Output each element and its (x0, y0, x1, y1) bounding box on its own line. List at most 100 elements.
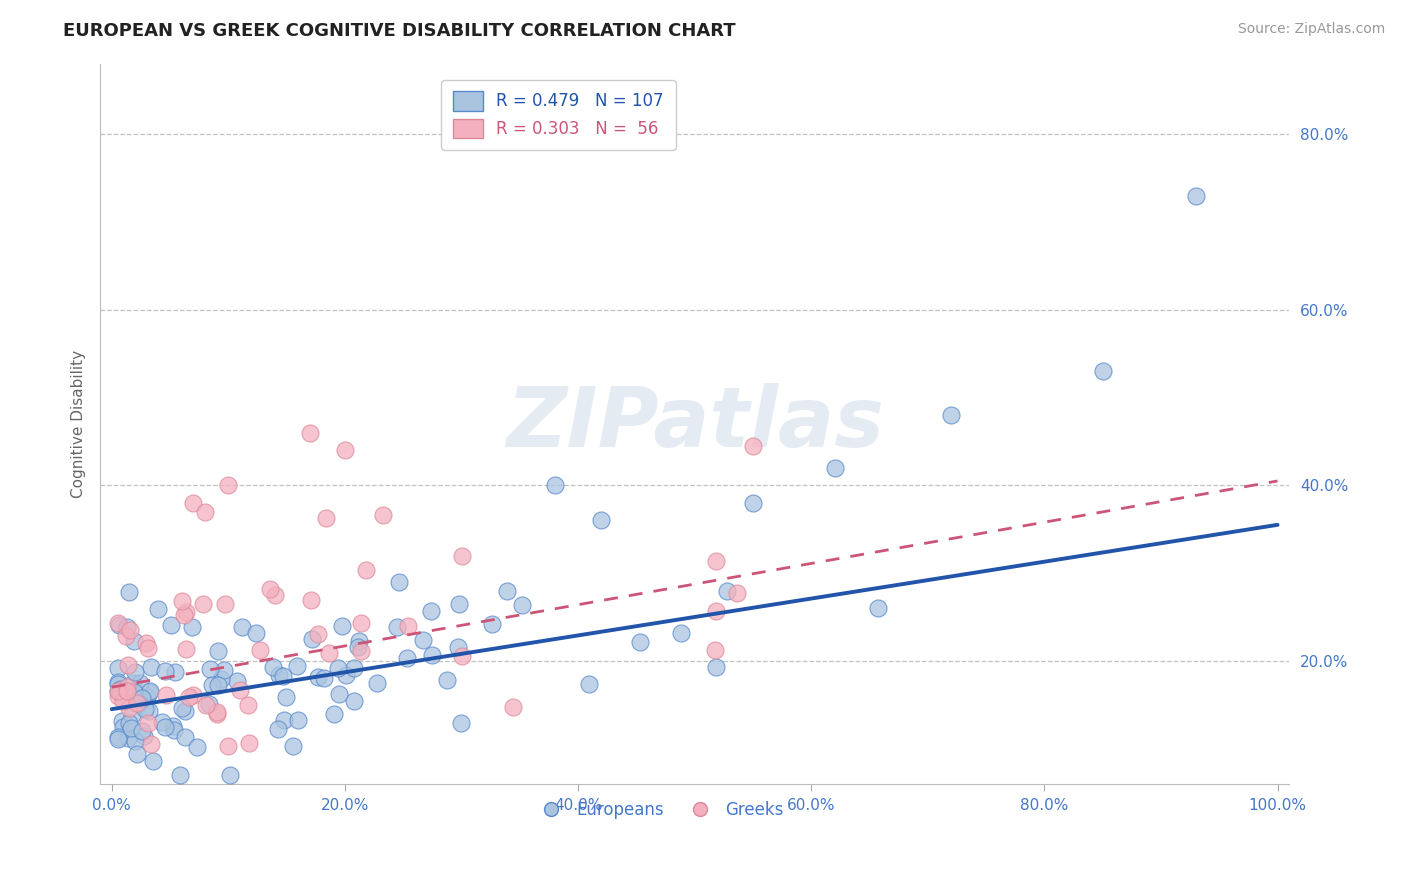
Point (366, 676, 388, 690)
Point (238, 736, 260, 750)
Point (122, 685, 145, 699)
Point (725, 586, 748, 600)
Point (136, 641, 159, 656)
Point (180, 620, 202, 634)
Point (197, 698, 219, 712)
Point (191, 597, 214, 611)
Point (343, 661, 366, 675)
Point (117, 658, 139, 673)
Point (107, 675, 129, 690)
Point (138, 716, 160, 731)
Point (125, 747, 148, 761)
Point (231, 620, 253, 634)
Text: ZIPatlas: ZIPatlas (506, 384, 883, 465)
Point (1091, 364, 1114, 378)
Point (111, 714, 134, 728)
Point (343, 694, 366, 708)
Point (122, 634, 145, 648)
Legend: Europeans, Greeks: Europeans, Greeks (527, 795, 790, 826)
Point (299, 593, 322, 607)
Point (388, 574, 411, 589)
Point (274, 690, 297, 705)
Point (183, 496, 205, 510)
Point (174, 642, 197, 657)
Point (152, 715, 174, 730)
Point (120, 623, 142, 637)
Point (107, 732, 129, 747)
Point (177, 690, 200, 705)
Point (420, 648, 443, 662)
Point (174, 605, 197, 619)
Point (181, 688, 204, 702)
Point (396, 619, 419, 633)
Point (186, 740, 208, 755)
Point (115, 680, 138, 694)
Point (153, 720, 176, 734)
Point (218, 768, 240, 782)
Point (347, 634, 370, 648)
Point (160, 618, 183, 632)
Point (450, 549, 472, 563)
Point (716, 584, 738, 599)
Point (205, 706, 228, 720)
Point (301, 632, 323, 646)
Point (323, 707, 346, 722)
Point (264, 588, 287, 602)
Point (346, 640, 368, 655)
Point (112, 720, 135, 734)
Point (128, 697, 150, 711)
Point (131, 723, 153, 738)
Point (330, 619, 353, 633)
Point (578, 677, 600, 691)
Point (249, 643, 271, 657)
Point (273, 713, 295, 727)
Point (450, 649, 472, 664)
Point (117, 619, 139, 633)
Point (396, 650, 419, 665)
Point (229, 683, 252, 698)
Point (315, 511, 337, 525)
Point (107, 661, 129, 675)
Point (108, 618, 131, 632)
Point (742, 496, 765, 510)
Point (138, 704, 160, 718)
Point (704, 553, 727, 567)
Point (318, 646, 340, 660)
Point (824, 460, 846, 475)
Point (866, 601, 889, 615)
Point (135, 636, 157, 650)
Point (207, 678, 229, 692)
Point (155, 665, 177, 679)
Point (496, 584, 519, 599)
Point (163, 665, 186, 679)
Point (207, 644, 229, 658)
Point (107, 730, 129, 744)
Point (544, 478, 567, 492)
Point (138, 684, 160, 698)
Point (436, 673, 458, 687)
Point (481, 616, 503, 631)
Point (669, 626, 692, 640)
Point (217, 739, 239, 753)
Point (225, 673, 247, 688)
Point (704, 604, 727, 618)
Point (307, 627, 329, 641)
Point (314, 671, 336, 685)
Point (124, 734, 146, 748)
Point (115, 684, 138, 698)
Point (142, 754, 165, 768)
Point (419, 604, 441, 618)
Point (236, 698, 259, 712)
Point (333, 443, 356, 458)
Point (298, 425, 321, 440)
Point (1185, 188, 1208, 202)
Point (245, 625, 267, 640)
Point (141, 659, 163, 673)
Point (373, 508, 395, 522)
Point (170, 594, 193, 608)
Point (412, 632, 434, 647)
Point (174, 704, 197, 718)
Point (107, 677, 129, 691)
Point (283, 739, 305, 754)
Point (117, 731, 139, 745)
